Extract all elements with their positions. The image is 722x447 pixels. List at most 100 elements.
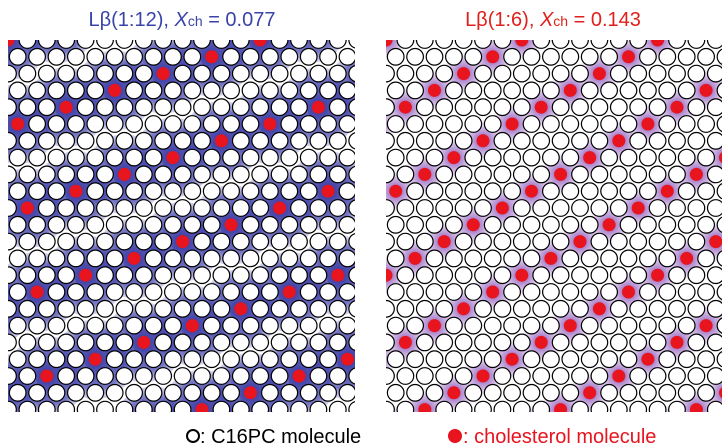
lipid (640, 385, 657, 402)
lipid (330, 334, 347, 351)
lipid (116, 32, 133, 49)
lipid (19, 267, 36, 284)
lipid (504, 385, 521, 402)
lipid (136, 368, 153, 385)
lipid (407, 385, 424, 402)
lipid (426, 385, 443, 402)
lipid (659, 217, 676, 234)
cholesterol (496, 202, 509, 215)
lipid (165, 385, 182, 402)
lipid (300, 351, 317, 368)
lipid (387, 116, 404, 133)
lipid (0, 233, 16, 250)
lipid (368, 385, 385, 402)
lipid (581, 317, 598, 334)
lipid (494, 133, 511, 150)
lipid (475, 267, 492, 284)
lipid (397, 65, 414, 82)
lipid (543, 385, 560, 402)
lipid (77, 368, 94, 385)
lipid (262, 149, 279, 166)
lipid (77, 65, 94, 82)
lipid (271, 233, 288, 250)
lipid (223, 317, 240, 334)
lipid (233, 32, 250, 49)
lipid (184, 385, 201, 402)
cholesterol (157, 67, 170, 80)
lipid (29, 250, 46, 267)
lipid (126, 82, 143, 99)
lipid (252, 267, 269, 284)
lipid (562, 49, 579, 66)
lipid (523, 284, 540, 301)
lipid (252, 133, 269, 150)
lipid (126, 317, 143, 334)
lipid (281, 49, 298, 66)
lipid (29, 49, 46, 66)
lipid (358, 233, 375, 250)
cholesterol (564, 319, 577, 332)
lipid (291, 133, 308, 150)
lipid (407, 116, 424, 133)
lipid (291, 65, 308, 82)
lipid (203, 385, 220, 402)
lipid (194, 301, 211, 318)
lipid (39, 166, 56, 183)
lipid (77, 133, 94, 150)
lipid (446, 217, 463, 234)
lipid (659, 15, 676, 32)
lipid (19, 65, 36, 82)
page: {"panels": [ {"title": {"prefix": "Lβ(1:… (0, 0, 722, 447)
lipid (678, 149, 695, 166)
lipid (688, 267, 705, 284)
lipid (19, 368, 36, 385)
lipid (145, 351, 162, 368)
cholesterol (380, 269, 393, 282)
lipid (581, 49, 598, 66)
lipid (543, 49, 560, 66)
lipid (233, 368, 250, 385)
lipid (339, 317, 356, 334)
lipid (77, 233, 94, 250)
lipid (97, 267, 114, 284)
cholesterol (370, 353, 383, 366)
lipid (708, 401, 722, 418)
lipid (678, 418, 695, 435)
cholesterol (399, 336, 412, 349)
lipid (514, 301, 531, 318)
lipid (155, 301, 172, 318)
lipid (174, 99, 191, 116)
cholesterol (389, 420, 402, 433)
lipid (0, 351, 7, 368)
lipid (349, 166, 366, 183)
lipid (688, 65, 705, 82)
lipid (387, 250, 404, 267)
lipid (330, 233, 347, 250)
lipid (562, 284, 579, 301)
cholesterol (254, 34, 267, 47)
lipid (581, 183, 598, 200)
lipid (87, 317, 104, 334)
lipid (649, 65, 666, 82)
lipid (358, 166, 375, 183)
lipid (223, 82, 240, 99)
lipid (417, 368, 434, 385)
lipid (349, 32, 366, 49)
lipid (465, 351, 482, 368)
lipid (514, 99, 531, 116)
lipid (533, 267, 550, 284)
lipid (581, 116, 598, 133)
lipid (0, 15, 7, 32)
cholesterol (593, 67, 606, 80)
lipid (29, 116, 46, 133)
lipid (533, 166, 550, 183)
lipid (58, 301, 75, 318)
lipid (106, 317, 123, 334)
cholesterol (690, 403, 703, 416)
lipid (446, 351, 463, 368)
lipid (358, 334, 375, 351)
lipid (213, 166, 230, 183)
lipid (494, 267, 511, 284)
lipid (330, 32, 347, 49)
lipid (48, 250, 65, 267)
